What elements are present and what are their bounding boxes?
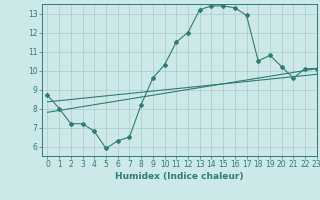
X-axis label: Humidex (Indice chaleur): Humidex (Indice chaleur) (115, 172, 244, 181)
